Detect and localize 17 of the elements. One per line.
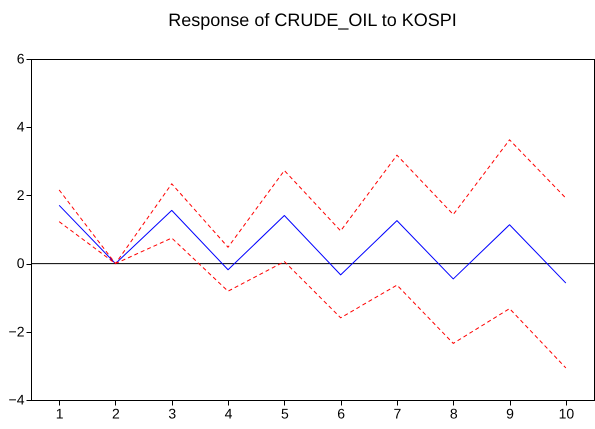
x-tick-label: 9	[506, 406, 514, 422]
y-tick-label: −2	[8, 323, 25, 340]
y-tick-label: 4	[16, 118, 25, 135]
x-tick-label: 2	[112, 406, 120, 422]
chart-title: Response of CRUDE_OIL to KOSPI	[168, 10, 457, 30]
y-tick-label: −4	[8, 392, 25, 408]
x-tick-label: 10	[558, 406, 574, 422]
x-tick-label: 1	[56, 406, 64, 422]
y-tick-label: 0	[16, 255, 25, 272]
y-tick-label: 6	[16, 50, 25, 66]
y-tick-label: 2	[16, 186, 25, 203]
x-tick-label: 6	[337, 406, 346, 422]
x-tick-label: 8	[450, 406, 458, 422]
x-tick-label: 7	[394, 406, 402, 422]
x-tick-label: 3	[168, 406, 176, 422]
x-tick-label: 5	[280, 406, 289, 422]
x-tick-label: 4	[224, 406, 233, 422]
